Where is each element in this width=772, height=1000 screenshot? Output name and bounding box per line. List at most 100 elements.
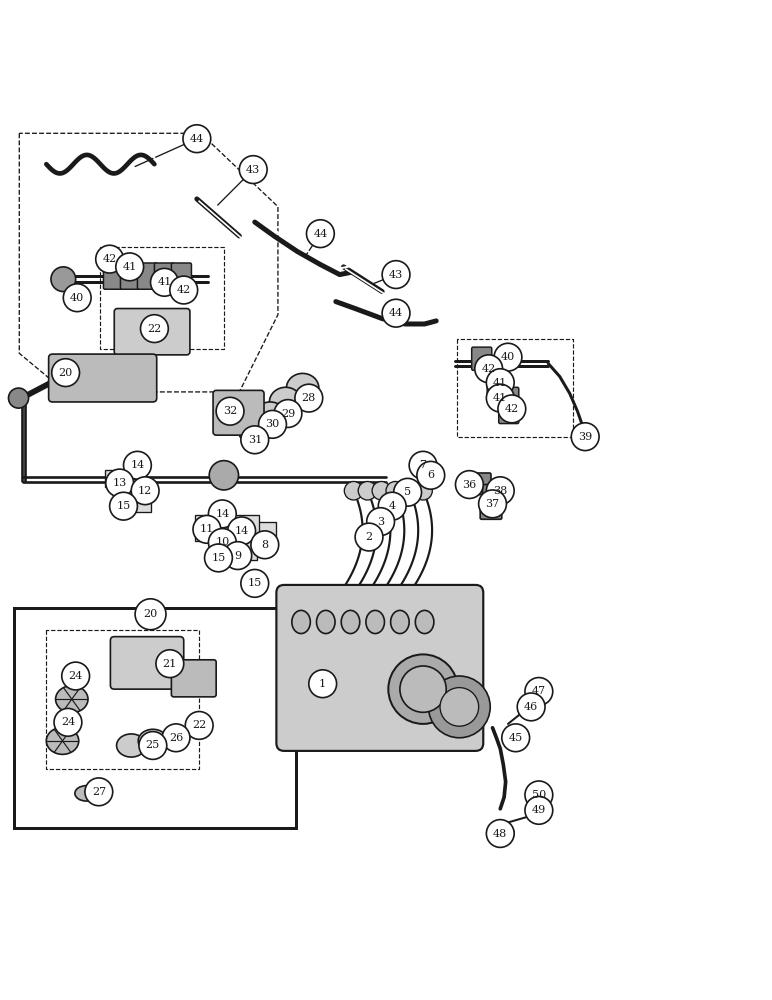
Circle shape	[517, 693, 545, 721]
Circle shape	[525, 796, 553, 824]
FancyBboxPatch shape	[210, 525, 241, 551]
Circle shape	[193, 515, 221, 543]
Ellipse shape	[56, 686, 88, 713]
Text: 47: 47	[532, 686, 546, 696]
Ellipse shape	[254, 402, 286, 431]
Ellipse shape	[341, 610, 360, 634]
Text: 24: 24	[61, 717, 75, 727]
Text: 50: 50	[532, 790, 546, 800]
FancyBboxPatch shape	[487, 373, 507, 397]
Text: 43: 43	[389, 270, 403, 280]
Ellipse shape	[75, 786, 98, 801]
Circle shape	[378, 492, 406, 520]
Text: 42: 42	[103, 254, 117, 264]
FancyBboxPatch shape	[226, 534, 257, 560]
Circle shape	[241, 426, 269, 454]
FancyBboxPatch shape	[472, 347, 492, 370]
Circle shape	[209, 461, 239, 490]
Circle shape	[400, 666, 446, 712]
Text: 25: 25	[146, 740, 160, 750]
Circle shape	[141, 315, 168, 343]
Circle shape	[372, 481, 391, 500]
Text: 12: 12	[138, 486, 152, 496]
Circle shape	[428, 676, 490, 738]
Ellipse shape	[415, 610, 434, 634]
Circle shape	[486, 820, 514, 847]
Circle shape	[156, 650, 184, 678]
Text: 4: 4	[388, 501, 396, 511]
Text: 22: 22	[147, 324, 161, 334]
Text: 40: 40	[501, 352, 515, 362]
Circle shape	[530, 786, 550, 806]
Ellipse shape	[269, 387, 302, 417]
Ellipse shape	[391, 610, 409, 634]
Circle shape	[208, 529, 236, 556]
Circle shape	[135, 599, 166, 630]
FancyBboxPatch shape	[49, 354, 157, 402]
FancyBboxPatch shape	[120, 263, 141, 289]
FancyBboxPatch shape	[113, 479, 136, 496]
Circle shape	[386, 481, 405, 500]
Text: 30: 30	[266, 419, 279, 429]
Circle shape	[306, 220, 334, 248]
Circle shape	[400, 481, 418, 500]
Ellipse shape	[317, 610, 335, 634]
Circle shape	[185, 712, 213, 739]
Circle shape	[409, 451, 437, 479]
Text: 6: 6	[427, 470, 435, 480]
Text: 11: 11	[200, 524, 214, 534]
Circle shape	[344, 481, 363, 500]
Ellipse shape	[292, 610, 310, 634]
Text: 41: 41	[493, 393, 507, 403]
FancyBboxPatch shape	[195, 515, 225, 541]
Circle shape	[455, 471, 483, 498]
Text: 15: 15	[212, 553, 225, 563]
Circle shape	[54, 708, 82, 736]
Circle shape	[116, 253, 144, 281]
FancyBboxPatch shape	[480, 498, 502, 519]
Ellipse shape	[117, 734, 146, 757]
FancyBboxPatch shape	[276, 585, 483, 751]
Circle shape	[414, 481, 432, 500]
Circle shape	[355, 523, 383, 551]
Circle shape	[162, 724, 190, 752]
Circle shape	[295, 384, 323, 412]
Circle shape	[228, 517, 256, 545]
Text: 22: 22	[192, 720, 206, 730]
Text: 2: 2	[365, 532, 373, 542]
Text: 44: 44	[389, 308, 403, 318]
Text: 36: 36	[462, 480, 476, 490]
Text: 42: 42	[482, 364, 496, 374]
Text: 1: 1	[319, 679, 327, 689]
Circle shape	[85, 778, 113, 806]
FancyBboxPatch shape	[482, 485, 504, 506]
Text: 8: 8	[261, 540, 269, 550]
Circle shape	[8, 388, 29, 408]
Circle shape	[251, 531, 279, 559]
FancyBboxPatch shape	[469, 473, 491, 495]
Circle shape	[62, 662, 90, 690]
Text: 31: 31	[248, 435, 262, 445]
FancyBboxPatch shape	[487, 359, 507, 383]
Circle shape	[309, 670, 337, 698]
Circle shape	[525, 678, 553, 705]
Text: 14: 14	[215, 509, 229, 519]
Circle shape	[520, 700, 534, 714]
Text: 42: 42	[177, 285, 191, 295]
Text: 49: 49	[532, 805, 546, 815]
Circle shape	[388, 654, 458, 724]
Circle shape	[241, 569, 269, 597]
Circle shape	[486, 384, 514, 412]
FancyBboxPatch shape	[103, 263, 124, 289]
Text: 45: 45	[509, 733, 523, 743]
Text: 37: 37	[486, 499, 499, 509]
Circle shape	[208, 500, 236, 528]
Bar	[14, 608, 296, 828]
Ellipse shape	[366, 610, 384, 634]
Circle shape	[239, 156, 267, 183]
Circle shape	[571, 423, 599, 451]
FancyBboxPatch shape	[114, 309, 190, 355]
Text: 32: 32	[223, 406, 237, 416]
Circle shape	[183, 125, 211, 153]
FancyBboxPatch shape	[228, 515, 259, 541]
